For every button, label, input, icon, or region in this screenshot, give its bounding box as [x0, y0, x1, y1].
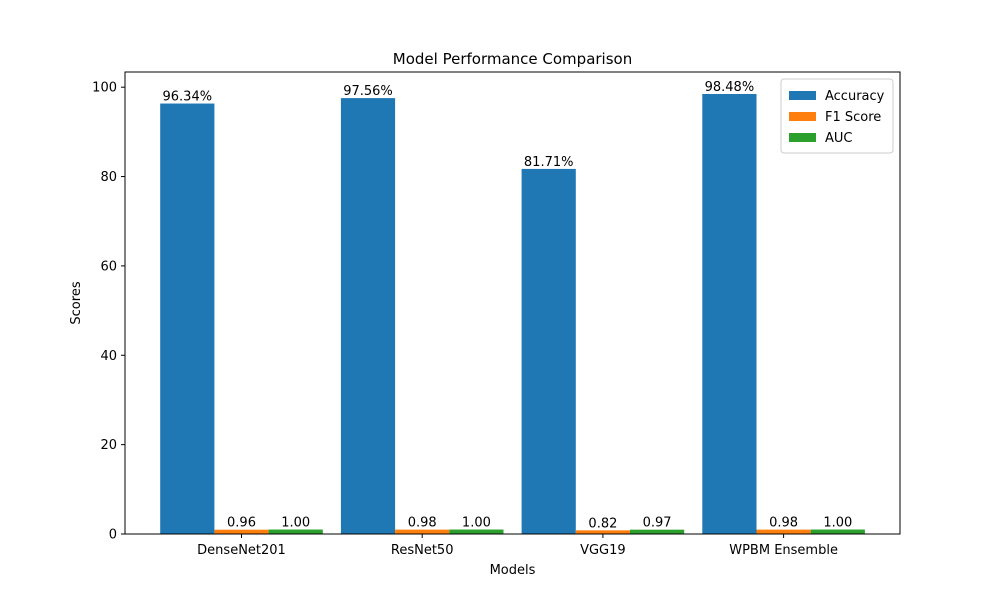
bar-auc-vgg19: [630, 529, 685, 534]
data-labels-group: 96.34% 0.96 1.00 97.56% 0.98 1.00 81.71% 0.82 0.…: [163, 80, 853, 531]
plot-background: [125, 72, 900, 534]
plot-area: [125, 72, 900, 534]
y-tick-label-60: 60: [100, 259, 117, 274]
data-label-accuracy-wpbm-ensemble: 98.48%: [705, 80, 755, 95]
bar-accuracy-resnet50: [340, 98, 396, 534]
bar-f1-score-vgg19: [575, 530, 630, 534]
legend-label-accuracy: Accuracy: [825, 89, 885, 104]
plot-frame: [124, 71, 901, 535]
legend-swatch-auc: [789, 133, 816, 142]
legend-label-auc: AUC: [825, 131, 853, 146]
data-label-accuracy-resnet50: 97.56%: [343, 84, 393, 99]
x-axis-label: Models: [490, 563, 536, 578]
data-label-auc-densenet201: 1.00: [281, 516, 310, 531]
data-label-f1-score-wpbm-ensemble: 0.98: [769, 516, 798, 531]
data-label-f1-score-densenet201: 0.96: [227, 516, 256, 531]
data-label-auc-resnet50: 1.00: [462, 516, 491, 531]
data-label-auc-vgg19: 0.97: [643, 516, 672, 531]
y-tick-label-80: 80: [100, 170, 117, 185]
data-label-accuracy-densenet201: 96.34%: [163, 90, 213, 105]
data-label-accuracy-vgg19: 81.71%: [524, 155, 574, 170]
legend-swatch-f1-score: [789, 112, 816, 121]
data-label-auc-wpbm-ensemble: 1.00: [823, 516, 852, 531]
bar-accuracy-densenet201: [160, 103, 215, 534]
legend-label-f1-score: F1 Score: [825, 110, 881, 125]
bars-group: [160, 93, 865, 535]
legend: Accuracy F1 Score AUC: [780, 78, 894, 154]
bar-accuracy-wpbm-ensemble: [702, 93, 757, 535]
x-tick-label-resnet50: ResNet50: [391, 543, 454, 558]
bar-auc-wpbm-ensemble: [810, 529, 865, 534]
bar-f1-score-wpbm-ensemble: [756, 529, 811, 534]
x-tick-label-densenet201: DenseNet201: [197, 543, 286, 558]
chart-title: Model Performance Comparison: [393, 50, 632, 68]
data-label-f1-score-resnet50: 0.98: [408, 516, 437, 531]
legend-swatch-accuracy: [789, 91, 816, 100]
bar-auc-resnet50: [449, 529, 504, 534]
bar-f1-score-resnet50: [395, 529, 450, 534]
x-tick-label-wpbm-ensemble: WPBM Ensemble: [729, 543, 838, 558]
x-tick-label-vgg19: VGG19: [580, 543, 626, 558]
data-label-f1-score-vgg19: 0.82: [588, 516, 617, 531]
y-tick-label-100: 100: [92, 81, 117, 96]
y-tick-label-0: 0: [109, 528, 117, 543]
y-tick-label-40: 40: [100, 349, 117, 364]
y-tick-label-20: 20: [100, 438, 117, 453]
y-axis-label: Scores: [69, 281, 84, 324]
bar-auc-densenet201: [268, 529, 323, 534]
bar-f1-score-densenet201: [214, 529, 269, 534]
axes-group: DenseNet201 ResNet50 VGG19 WPBM Ensemble 0 20…: [92, 71, 901, 558]
bar-accuracy-vgg19: [521, 168, 576, 534]
